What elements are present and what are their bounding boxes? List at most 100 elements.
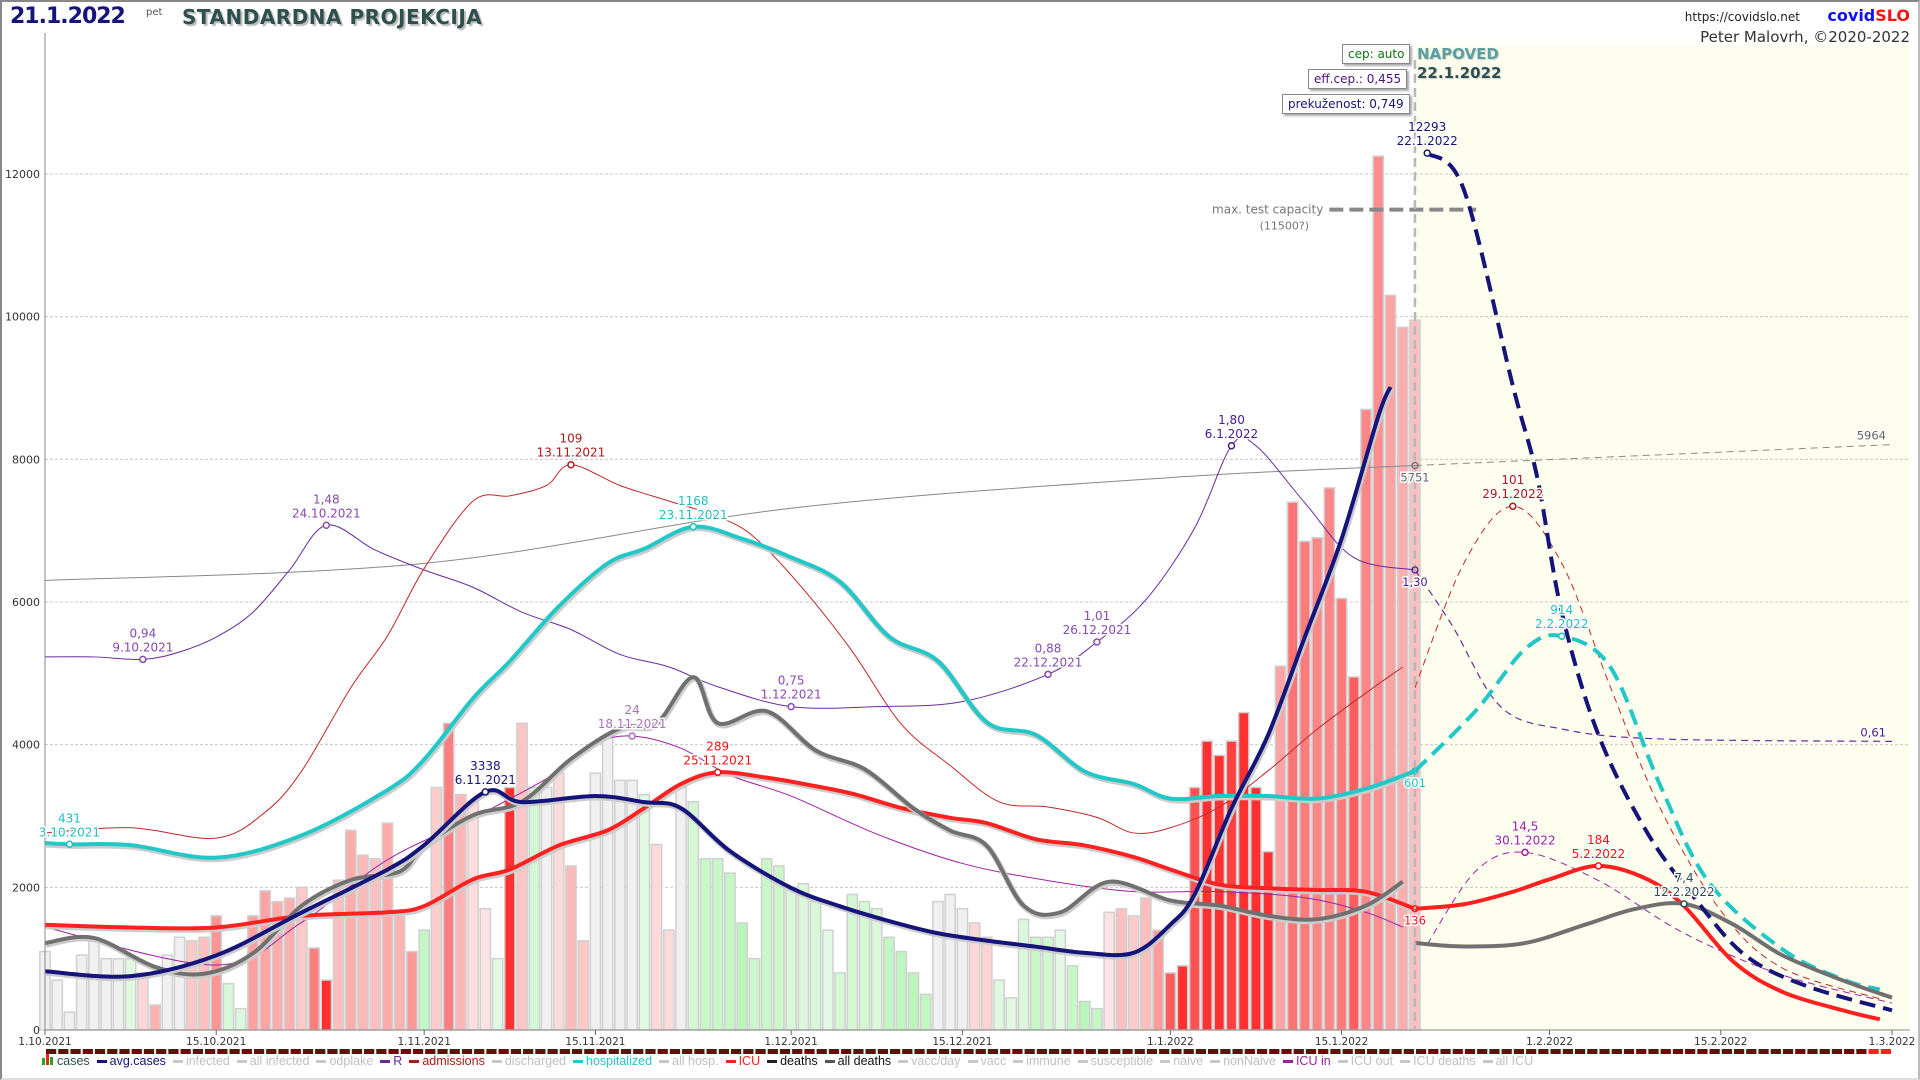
cases-bars <box>39 155 1421 1031</box>
legend-item-all-deaths[interactable]: all deaths <box>824 1054 892 1068</box>
deaths-forecast-line <box>1414 901 1893 1000</box>
cases-bar <box>1066 965 1079 1031</box>
annotation-label: 431 <box>58 811 81 825</box>
legend-item-all-hosp-[interactable]: all hosp. <box>659 1054 719 1068</box>
day-marker <box>1403 1049 1414 1054</box>
legend-label: ICU deaths <box>1413 1054 1476 1068</box>
day-marker <box>547 1049 558 1054</box>
x-tick-label: 15.11.2021 <box>565 1036 625 1048</box>
cases-bar <box>1017 918 1030 1031</box>
day-marker <box>1709 1049 1720 1054</box>
day-marker <box>914 1049 925 1054</box>
annotation-label: 1,80 <box>1218 413 1245 427</box>
legend-label: all deaths <box>837 1054 892 1068</box>
end-marker <box>1411 905 1419 913</box>
cases-bar <box>1139 897 1152 1031</box>
legend-swatch <box>1282 1059 1293 1063</box>
cases-bar <box>870 907 883 1031</box>
day-marker <box>1440 1049 1451 1054</box>
legend-label: cases <box>57 1054 90 1068</box>
legend-item-susceptible[interactable]: susceptible <box>1077 1054 1153 1068</box>
cases-bar <box>1335 597 1348 1031</box>
day-marker <box>926 1049 937 1054</box>
cases-bar <box>63 1011 76 1031</box>
day-marker <box>1721 1049 1732 1054</box>
legend-swatch <box>1210 1059 1221 1063</box>
legend-label: admissions <box>422 1054 485 1068</box>
legend-label: deaths <box>780 1054 818 1068</box>
forecast-label: NAPOVED <box>1417 45 1499 63</box>
day-marker <box>1428 1049 1439 1054</box>
day-marker <box>902 1049 913 1054</box>
legend-label: discharged <box>504 1054 566 1068</box>
day-marker <box>302 1049 314 1054</box>
cases-bar <box>136 972 149 1031</box>
annotation-marker <box>139 655 147 664</box>
day-marker <box>1746 1049 1757 1054</box>
cases-bar <box>430 786 443 1031</box>
legend-item-vacc-day[interactable]: vacc/day <box>898 1054 961 1068</box>
annotation-marker <box>1594 862 1603 870</box>
annotation-label: 29.1.2022 <box>1482 487 1543 501</box>
legend-item-admissions[interactable]: admissions <box>409 1054 485 1068</box>
legend-item-icu-in[interactable]: ICU in <box>1282 1054 1331 1068</box>
legend-item-discharged[interactable]: discharged <box>491 1054 566 1068</box>
legend-item-cases[interactable]: cases <box>42 1054 90 1068</box>
legend-item-deaths[interactable]: deaths <box>767 1054 818 1068</box>
day-marker <box>351 1049 363 1054</box>
x-tick-label: 15.10.2021 <box>186 1036 246 1048</box>
day-marker <box>474 1049 485 1054</box>
cases-bar <box>614 779 626 1031</box>
cases-bar <box>638 793 651 1031</box>
day-marker <box>1281 1049 1292 1054</box>
day-marker <box>523 1049 534 1054</box>
legend-item-infected[interactable]: infected <box>172 1054 230 1068</box>
prekuzenost-param-box[interactable]: prekuženost: 0,749 <box>1282 94 1410 114</box>
annotation-marker <box>1423 149 1431 157</box>
cases-bar <box>112 957 125 1031</box>
annotation-label: 1.12.2021 <box>761 688 822 702</box>
legend-item-immune[interactable]: immune <box>1013 1054 1071 1068</box>
day-marker <box>376 1049 387 1054</box>
legend-item-avg-cases[interactable]: avg.cases <box>96 1054 166 1068</box>
legend-swatch <box>1160 1059 1171 1063</box>
cases-bar <box>883 936 895 1031</box>
legend-item-odplake[interactable]: odplake <box>316 1054 373 1068</box>
site-link[interactable]: https://covidslo.net <box>1684 10 1800 24</box>
legend-item-icu-deaths[interactable]: ICU deaths <box>1400 1054 1476 1068</box>
legend-item-icu-out[interactable]: ICU out <box>1337 1054 1393 1068</box>
day-marker <box>168 1049 179 1054</box>
day-marker <box>253 1049 265 1054</box>
eff-cep-param-box[interactable]: eff.cep.: 0,455 <box>1308 69 1408 89</box>
end-value-label: 5751 <box>1400 471 1429 485</box>
cep-param-box[interactable]: cep: auto <box>1342 44 1411 64</box>
cases-bar <box>442 722 455 1031</box>
legend-item-hospitalized[interactable]: hospitalized <box>573 1054 652 1068</box>
legend-label: all ICU <box>1495 1054 1534 1068</box>
legend-item-icu[interactable]: ICU <box>725 1054 760 1068</box>
annotation-marker <box>713 768 722 777</box>
day-marker <box>119 1049 130 1054</box>
day-marker <box>1183 1049 1194 1054</box>
cases-bar <box>944 893 957 1031</box>
day-marker <box>1697 1049 1708 1054</box>
legend-item-all-infected[interactable]: all infected <box>236 1054 309 1068</box>
cases-bar <box>601 736 614 1031</box>
day-marker <box>1367 1049 1378 1054</box>
cases-bar <box>1078 1000 1091 1031</box>
legend-item-nonnaive[interactable]: nonNaive <box>1210 1054 1276 1068</box>
legend-item-all-icu[interactable]: all ICU <box>1482 1054 1534 1068</box>
cases-bar <box>1347 676 1360 1031</box>
legend-item-naive[interactable]: naive <box>1160 1054 1203 1068</box>
legend-item-vacc[interactable]: vacc <box>967 1054 1006 1068</box>
cases-bar <box>503 786 516 1031</box>
legend-item-r[interactable]: R <box>380 1054 402 1068</box>
day-marker <box>743 1049 754 1054</box>
series-lines <box>44 151 1893 1022</box>
cases-bar <box>748 957 761 1031</box>
x-tick-label: 1.2.2022 <box>1526 1036 1573 1048</box>
cases-bar <box>895 950 908 1031</box>
day-marker <box>437 1049 448 1054</box>
day-marker <box>828 1049 840 1054</box>
